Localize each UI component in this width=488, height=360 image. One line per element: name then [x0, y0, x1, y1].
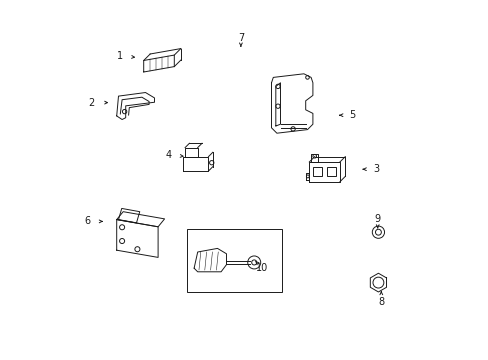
Text: 5: 5 [348, 110, 355, 120]
Text: 8: 8 [377, 297, 384, 307]
Text: 9: 9 [374, 213, 380, 224]
Text: 10: 10 [256, 263, 268, 273]
Text: 7: 7 [237, 33, 244, 43]
Text: 2: 2 [88, 98, 95, 108]
Bar [312, 167, 321, 176]
Bar [326, 167, 335, 176]
Text: 1: 1 [117, 51, 123, 61]
Text: 6: 6 [84, 216, 91, 226]
Bar [186, 229, 282, 292]
Text: 3: 3 [372, 164, 378, 174]
Text: 4: 4 [165, 150, 172, 160]
